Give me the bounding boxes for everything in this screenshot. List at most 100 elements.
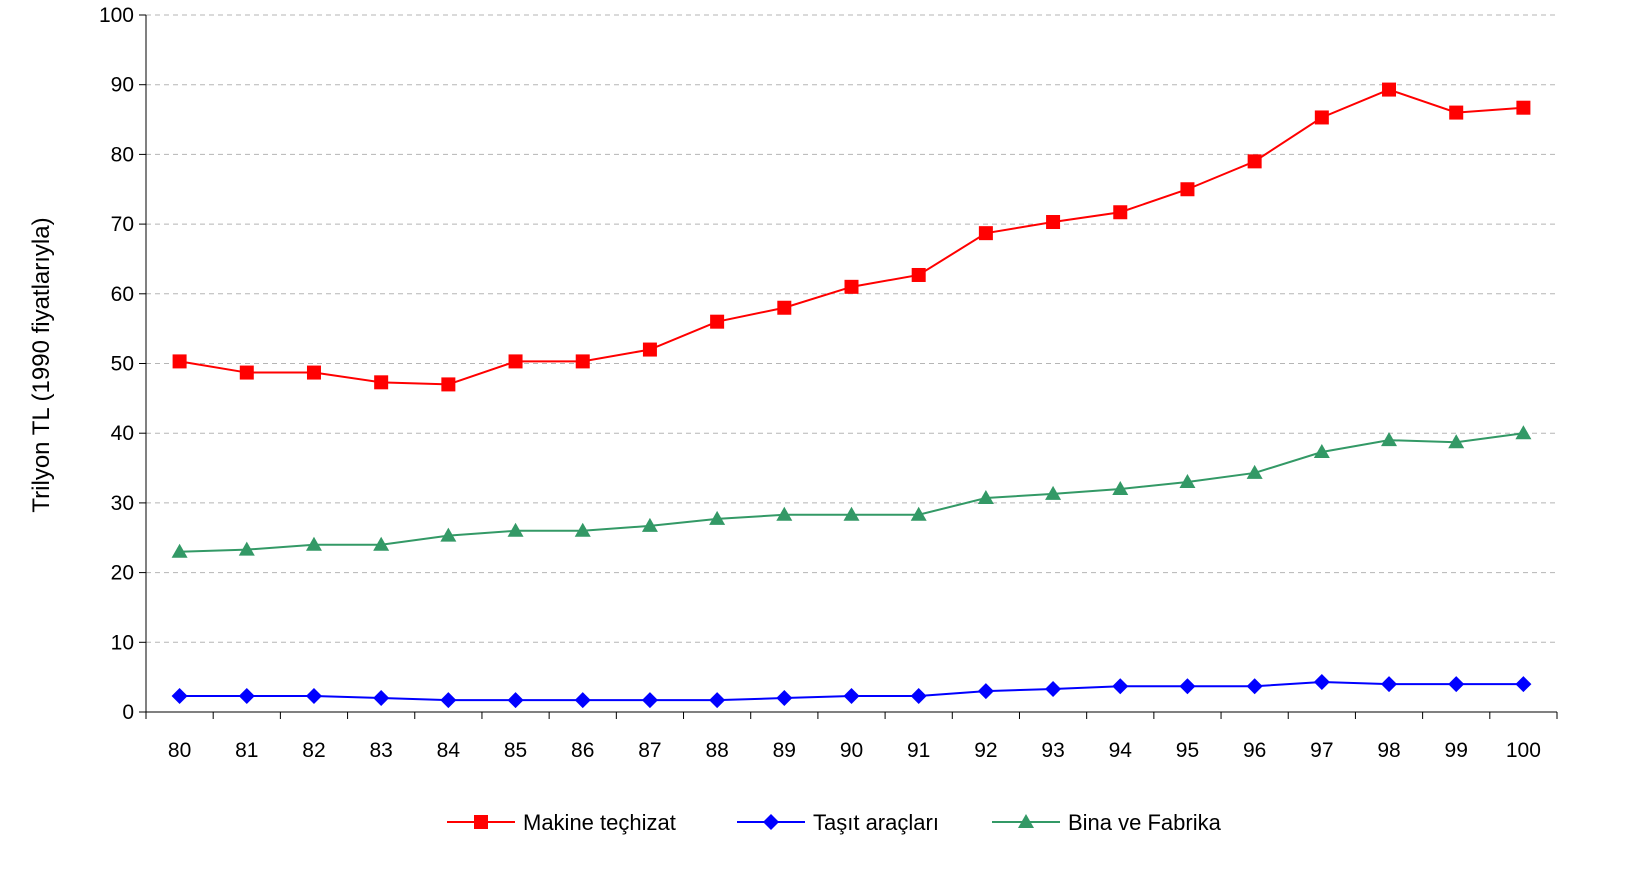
data-point-diamond <box>1246 678 1263 695</box>
data-point-square <box>575 354 590 369</box>
data-point-diamond <box>709 692 726 709</box>
y-tick-label: 60 <box>111 283 134 306</box>
x-tick-label: 80 <box>168 739 191 762</box>
data-point-triangle <box>305 536 322 551</box>
data-point-diamond <box>641 692 658 709</box>
data-point-triangle <box>1179 473 1196 488</box>
legend-item: Makine teçhizat <box>447 810 676 835</box>
data-point-square <box>239 365 254 380</box>
x-tick-label: 98 <box>1377 739 1400 762</box>
y-tick-label: 70 <box>111 213 134 236</box>
data-point-triangle <box>1045 485 1062 500</box>
data-point-diamond <box>763 814 779 830</box>
data-point-square <box>777 300 792 315</box>
data-point-square <box>1382 82 1397 97</box>
data-point-triangle <box>238 541 255 556</box>
axes: 0 10 20 30 40 50 60 70 80 90 100 80 81 82 83 84 85 86 87 88… <box>99 4 1558 762</box>
x-tick-label: 85 <box>504 739 527 762</box>
data-point-diamond <box>574 692 591 709</box>
x-tick-label: 90 <box>840 739 863 762</box>
x-tick-label: 91 <box>907 739 930 762</box>
data-point-square <box>1516 100 1531 115</box>
data-point-diamond <box>373 690 390 707</box>
data-point-triangle <box>1018 814 1034 828</box>
data-point-triangle <box>776 506 793 521</box>
data-point-square <box>978 226 993 241</box>
data-point-triangle <box>1313 444 1330 459</box>
gridlines <box>146 14 1557 643</box>
data-point-square <box>844 279 859 294</box>
data-point-diamond <box>238 687 255 704</box>
y-axis-title: Trilyon TL (1990 fiyatlarıyla) <box>28 217 55 512</box>
series-line <box>179 88 1524 386</box>
data-point-diamond <box>1045 680 1062 697</box>
data-point-triangle <box>1515 425 1532 440</box>
x-tick-label: 99 <box>1445 739 1468 762</box>
data-point-diamond <box>776 690 793 707</box>
data-point-diamond <box>1112 678 1129 695</box>
data-point-square <box>1046 215 1061 230</box>
data-point-triangle <box>1112 480 1129 495</box>
legend-item: Taşıt araçları <box>737 810 939 835</box>
x-tick-label: 87 <box>638 739 661 762</box>
data-point-triangle <box>373 536 390 551</box>
data-point-diamond <box>440 692 457 709</box>
y-tick-label: 0 <box>122 701 134 724</box>
x-tick-label: 83 <box>369 739 392 762</box>
data-point-triangle <box>641 517 658 532</box>
data-point-diamond <box>977 683 994 700</box>
data-point-square <box>1449 105 1464 120</box>
data-point-triangle <box>574 522 591 537</box>
data-point-diamond <box>1313 674 1330 691</box>
series-layer <box>171 82 1532 709</box>
data-point-diamond <box>305 687 322 704</box>
y-tick-label: 100 <box>99 4 134 27</box>
data-point-diamond <box>1448 676 1465 693</box>
series-1 <box>171 674 1532 709</box>
data-point-diamond <box>1381 676 1398 693</box>
data-point-diamond <box>171 687 188 704</box>
data-point-square <box>172 354 187 369</box>
series-2 <box>171 425 1532 558</box>
x-tick-label: 94 <box>1109 739 1133 762</box>
data-point-triangle <box>1448 434 1465 449</box>
series-0 <box>172 82 1531 392</box>
x-tick-label: 97 <box>1310 739 1333 762</box>
legend-label: Taşıt araçları <box>813 810 939 835</box>
x-tick-label: 95 <box>1176 739 1199 762</box>
x-tick-label: 88 <box>705 739 728 762</box>
data-point-square <box>374 375 389 390</box>
data-point-square <box>1314 110 1329 125</box>
x-tick-label: 82 <box>302 739 325 762</box>
y-tick-label: 50 <box>111 353 134 376</box>
data-point-diamond <box>910 687 927 704</box>
data-point-diamond <box>843 687 860 704</box>
y-tick-label: 20 <box>111 562 134 585</box>
data-point-triangle <box>977 490 994 505</box>
data-point-square <box>441 377 456 392</box>
data-point-triangle <box>1381 432 1398 447</box>
data-point-square <box>1247 154 1262 169</box>
y-tick-label: 80 <box>111 143 134 166</box>
data-point-triangle <box>171 543 188 558</box>
legend-label: Makine teçhizat <box>523 810 676 835</box>
data-point-triangle <box>507 522 524 537</box>
data-point-diamond <box>1179 678 1196 695</box>
y-tick-label: 30 <box>111 492 134 515</box>
x-tick-label: 93 <box>1041 739 1064 762</box>
x-tick-label: 89 <box>773 739 796 762</box>
data-point-diamond <box>507 692 524 709</box>
y-tick-label: 90 <box>111 74 134 97</box>
data-point-square <box>508 354 523 369</box>
data-point-square <box>306 365 321 380</box>
x-tick-label: 92 <box>974 739 997 762</box>
x-tick-label: 100 <box>1506 739 1541 762</box>
x-tick-label: 96 <box>1243 739 1266 762</box>
legend: Makine teçhizat Taşıt araçları Bina ve Fab… <box>447 810 1222 835</box>
legend-item: Bina ve Fabrika <box>992 810 1222 835</box>
x-tick-label: 81 <box>235 739 258 762</box>
x-tick-label: 86 <box>571 739 594 762</box>
data-point-square <box>1180 182 1195 197</box>
